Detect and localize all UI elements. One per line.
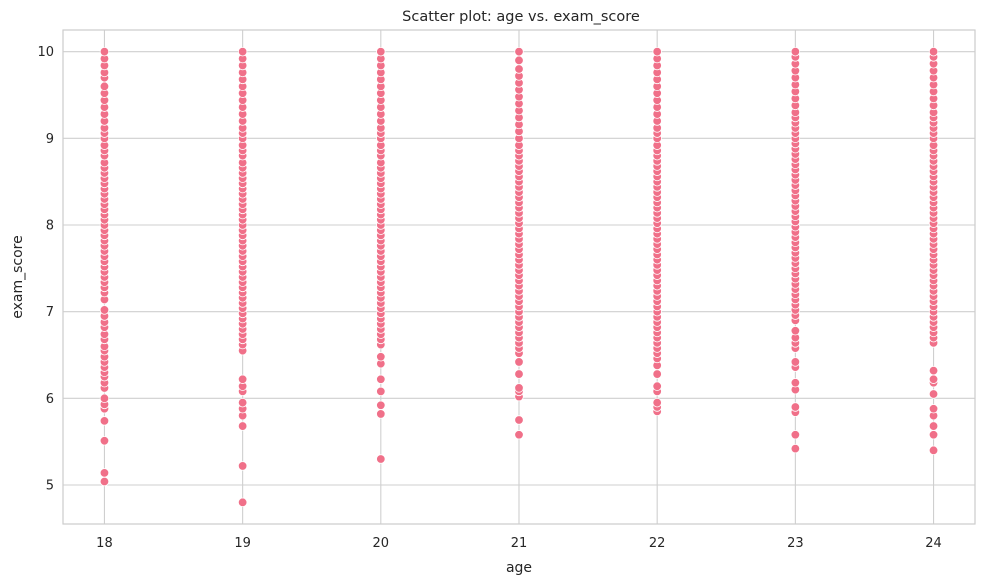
y-axis-title: exam_score	[10, 235, 26, 319]
data-point	[790, 378, 801, 388]
data-point	[99, 476, 110, 487]
data-point	[237, 421, 248, 431]
y-tick-labels: 5 6 7 8 9 10	[37, 45, 54, 493]
y-tick-label: 10	[37, 45, 54, 60]
data-point	[790, 326, 801, 336]
data-point	[237, 461, 248, 471]
data-point	[514, 64, 524, 74]
data-point	[790, 402, 801, 412]
data-point	[99, 46, 110, 57]
data-point	[99, 468, 110, 478]
data-point	[928, 374, 939, 384]
data-point	[376, 352, 386, 362]
data-point	[928, 365, 939, 376]
x-tick-label: 23	[787, 536, 804, 551]
data-point	[514, 383, 524, 393]
data-point	[928, 46, 939, 57]
data-point	[652, 369, 662, 379]
data-point	[514, 357, 524, 367]
x-tick-label: 22	[649, 536, 666, 551]
x-tick-label: 21	[511, 536, 528, 551]
x-tick-label: 19	[234, 536, 251, 551]
data-point	[99, 436, 110, 446]
y-tick-label: 6	[46, 392, 54, 407]
data-point	[237, 397, 248, 408]
data-point	[376, 409, 386, 419]
data-point	[237, 374, 248, 384]
x-axis-title: age	[506, 560, 532, 576]
data-point	[928, 421, 939, 431]
data-point	[652, 381, 662, 391]
data-point	[99, 416, 110, 426]
y-tick-label: 5	[46, 479, 54, 494]
x-tick-label: 24	[925, 536, 942, 551]
data-point	[928, 430, 939, 440]
data-points	[99, 46, 939, 508]
y-tick-label: 9	[46, 132, 54, 147]
data-point	[99, 305, 110, 315]
data-point	[790, 443, 801, 454]
data-point	[928, 389, 939, 399]
x-tick-label: 20	[373, 536, 390, 551]
data-point	[928, 404, 939, 414]
data-point	[652, 397, 662, 408]
data-point	[928, 445, 939, 456]
x-tick-labels: 18 19 20 21 22 23 24	[96, 536, 942, 551]
y-tick-label: 7	[46, 305, 54, 320]
data-point	[790, 430, 801, 440]
data-point	[790, 46, 801, 57]
data-point	[237, 497, 248, 508]
y-tick-label: 8	[46, 219, 54, 234]
data-point	[514, 415, 524, 425]
chart-title: Scatter plot: age vs. exam_score	[402, 9, 640, 25]
data-point	[99, 81, 110, 92]
data-point	[514, 55, 524, 66]
data-point	[652, 46, 662, 57]
data-point	[237, 46, 248, 57]
data-point	[514, 369, 524, 379]
x-tick-label: 18	[96, 536, 113, 551]
data-point	[376, 454, 386, 464]
data-point	[99, 393, 110, 404]
data-point	[376, 400, 386, 410]
data-point	[376, 386, 386, 397]
data-point	[376, 374, 386, 384]
plot-frame	[62, 29, 976, 525]
data-point	[514, 430, 524, 440]
data-point	[514, 46, 524, 57]
data-point	[790, 357, 801, 367]
data-point	[376, 46, 386, 57]
